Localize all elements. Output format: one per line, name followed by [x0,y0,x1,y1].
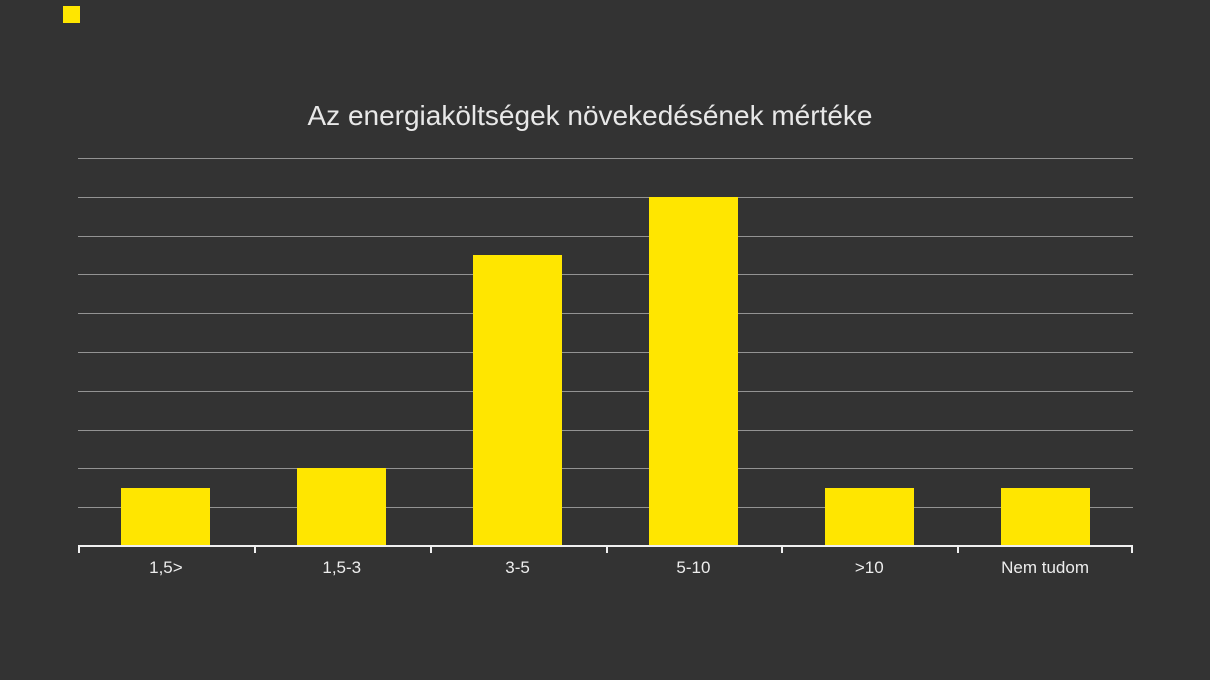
bar-Nem tudom [1000,487,1090,546]
bar-1,5> [121,487,211,546]
x-axis-tick [781,547,784,553]
gridline [78,390,1133,392]
bar-chart-plot-area [78,158,1133,553]
x-axis-tick [78,547,80,553]
x-axis-tick [605,547,608,553]
chart-title: Az energiaköltségek növekedésének mérték… [307,100,873,131]
x-axis-label-3-5: 3-5 [505,558,530,577]
x-axis-tick [1131,547,1133,553]
x-axis-label-Nem tudom: Nem tudom [1001,558,1089,577]
x-axis-line [78,545,1133,547]
x-axis-tick [429,547,432,553]
gridline [78,196,1133,198]
bar-3-5 [473,255,563,546]
x-axis-label->10: >10 [854,558,884,577]
x-axis-tick [253,547,256,553]
gridline [78,274,1133,276]
gridline [78,468,1133,470]
bar->10 [824,487,914,546]
gridline [78,429,1133,431]
gridline [78,313,1133,315]
gridline [78,235,1133,237]
gridline [78,352,1133,353]
x-axis-label-1,5>: 1,5> [149,558,183,577]
gridline [78,507,1133,509]
x-axis-label-5-10: 5-10 [676,558,711,577]
x-axis-label-1,5-3: 1,5-3 [322,558,362,577]
x-axis-tick [957,547,960,553]
bar-1,5-3 [297,468,387,546]
yellow-square-logo-mark [63,6,80,23]
bar-5-10 [648,196,738,546]
gridline [78,158,1133,159]
